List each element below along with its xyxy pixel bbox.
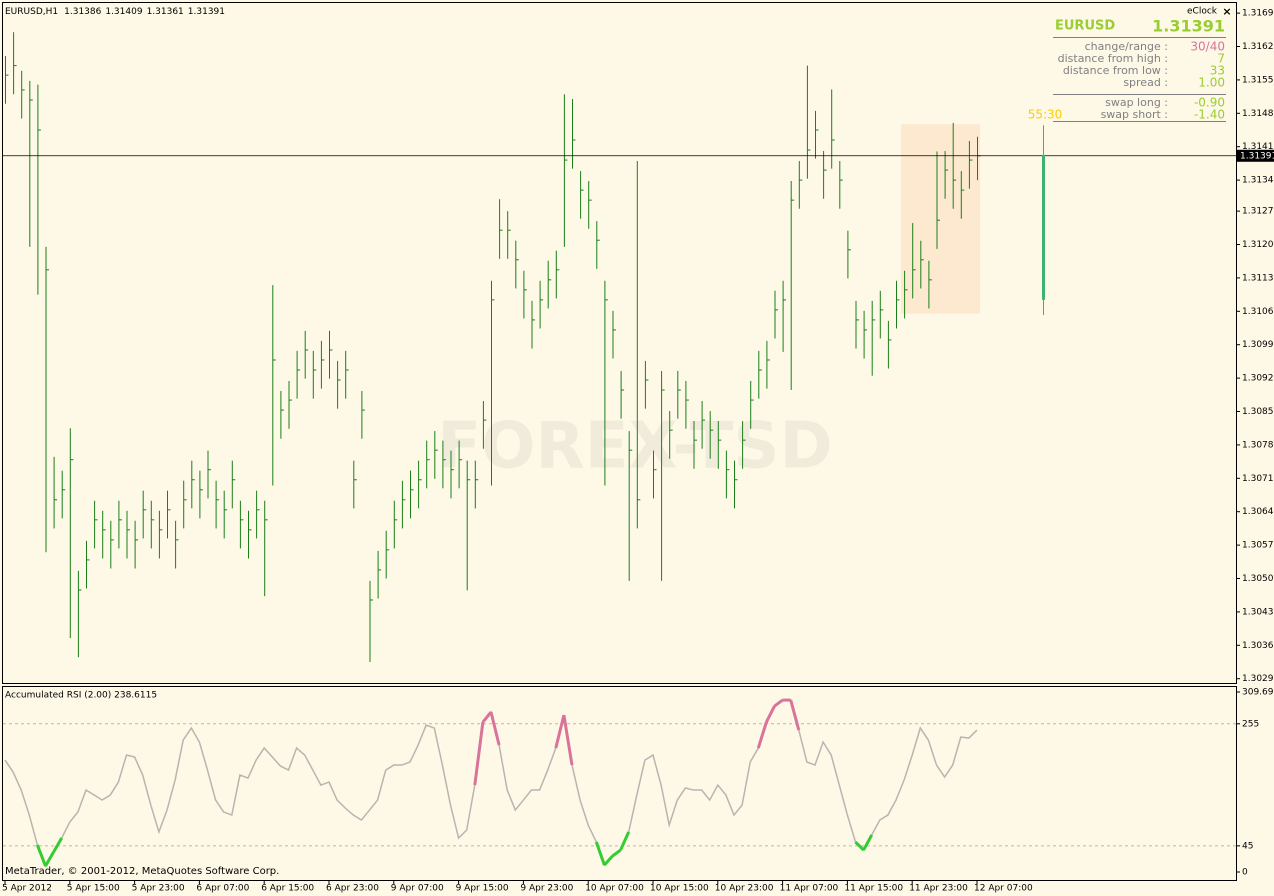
rsi-title: Accumulated RSI (2.00) 238.6115	[5, 691, 157, 701]
x-tick-label: 10 Apr 23:00	[715, 884, 774, 894]
rsi-extreme	[862, 834, 874, 851]
y-tick-label: 1.30995	[1242, 340, 1274, 350]
y-tick-label: 1.30365	[1242, 641, 1274, 651]
rsi-extreme	[36, 844, 47, 867]
header-value: 1.31386	[64, 7, 101, 17]
x-tick-label: 10 Apr 15:00	[650, 884, 709, 894]
y-tick-label: 1.31275	[1242, 207, 1274, 217]
x-tick-label: 9 Apr 15:00	[456, 884, 509, 894]
y-tick-label: 1.30435	[1242, 607, 1274, 617]
header-value: 1.31409	[105, 7, 142, 17]
x-tick-label: 9 Apr 23:00	[520, 884, 573, 894]
eclock-label: spread :	[1123, 76, 1168, 89]
x-tick-label: 6 Apr 15:00	[261, 884, 314, 894]
footer: MetaTrader, © 2001-2012, MetaQuotes Soft…	[5, 866, 279, 877]
watermark: FOREX-TSD	[437, 410, 832, 484]
x-tick-label: 10 Apr 07:00	[585, 884, 644, 894]
y-tick-label: 1.30925	[1242, 374, 1274, 384]
y-tick-label: 1.31550	[1242, 75, 1274, 85]
y-tick-label: 1.31135	[1242, 273, 1274, 283]
rsi-extreme	[489, 711, 501, 746]
price-label-bg	[1237, 149, 1274, 162]
y-tick-label: 45	[1242, 841, 1253, 851]
x-tick-label: 6 Apr 07:00	[196, 884, 249, 894]
eclock-label: swap short :	[1101, 108, 1168, 121]
x-tick-label: 11 Apr 23:00	[909, 884, 968, 894]
x-tick-label: 9 Apr 07:00	[391, 884, 444, 894]
y-tick-label: 1.30645	[1242, 507, 1274, 517]
y-tick-label: 1.31620	[1242, 42, 1274, 52]
y-tick-label: 1.30855	[1242, 407, 1274, 417]
rsi-extreme	[44, 851, 55, 867]
rsi-extreme	[473, 721, 485, 786]
rsi-extreme	[594, 841, 606, 866]
rsi-extreme	[765, 705, 776, 723]
y-tick-label: 0	[1242, 868, 1248, 878]
chart-header: EURUSD,H1 1.31386 1.31409 1.31361 1.31391	[5, 7, 225, 17]
y-tick-label: 1.30785	[1242, 440, 1274, 450]
y-tick-label: 1.30505	[1242, 574, 1274, 584]
y-tick-label: 1.31410	[1242, 142, 1274, 152]
eclock-value: 30/40	[1190, 40, 1225, 54]
rsi-extreme	[619, 831, 631, 851]
eclock-timer: 55:30	[1028, 108, 1063, 122]
rsi-line	[4, 699, 978, 868]
eclock-close[interactable]: ×	[1222, 5, 1231, 18]
rsi-extreme	[603, 855, 614, 867]
x-tick-label: 5 Apr 15:00	[67, 884, 120, 894]
eclock-label: distance from high :	[1058, 52, 1168, 65]
main-window	[2, 2, 1237, 684]
eclock-value: 1.00	[1198, 76, 1225, 90]
eclock-label: distance from low :	[1063, 64, 1168, 77]
y-tick-label: 1.30715	[1242, 474, 1274, 484]
rsi-extreme	[789, 699, 801, 731]
eclock-value: 33	[1210, 64, 1225, 78]
rsi-extreme	[773, 698, 784, 708]
header-value: 1.31361	[147, 7, 184, 17]
y-tick-label: 255	[1242, 719, 1259, 729]
eclock-value: 7	[1217, 52, 1225, 66]
chart-title: EURUSD,H1	[5, 7, 58, 17]
eclock-label: change/range :	[1085, 40, 1168, 53]
rsi-window	[2, 686, 1237, 881]
x-tick-label: 11 Apr 07:00	[780, 884, 839, 894]
rsi-extreme	[611, 848, 622, 858]
header-value: 1.31391	[188, 7, 225, 17]
rsi-extreme	[554, 714, 566, 749]
y-tick-label: 1.31480	[1242, 109, 1274, 119]
rsi-extreme	[52, 837, 63, 853]
eclock-title: eClock	[1187, 7, 1218, 17]
eclock-value: -0.90	[1194, 96, 1225, 110]
y-tick-label: 1.31205	[1242, 240, 1274, 250]
y-tick-label: 1.30575	[1242, 541, 1274, 551]
rsi-extreme	[756, 721, 768, 749]
rsi-extreme	[854, 840, 865, 852]
x-tick-label: 6 Apr 23:00	[326, 884, 379, 894]
price-label: 1.31391	[1240, 151, 1274, 161]
eclock-label: swap long :	[1105, 96, 1168, 109]
eclock-value: -1.40	[1194, 108, 1225, 122]
x-tick-label: 11 Apr 15:00	[844, 884, 903, 894]
y-tick-label: 1.31065	[1242, 307, 1274, 317]
y-tick-label: 1.31690	[1242, 9, 1274, 19]
y-tick-label: 1.31340	[1242, 176, 1274, 186]
x-tick-label: 12 Apr 07:00	[974, 884, 1033, 894]
y-tick-label: 309.695	[1242, 688, 1274, 698]
x-tick-label: 5 Apr 23:00	[132, 884, 185, 894]
eclock-price: 1.31391	[1152, 17, 1225, 36]
eclock-symbol: EURUSD	[1055, 19, 1115, 34]
x-tick-label: 5 Apr 2012	[2, 884, 52, 894]
rsi-extreme	[562, 714, 574, 766]
rsi-extreme	[481, 711, 493, 723]
